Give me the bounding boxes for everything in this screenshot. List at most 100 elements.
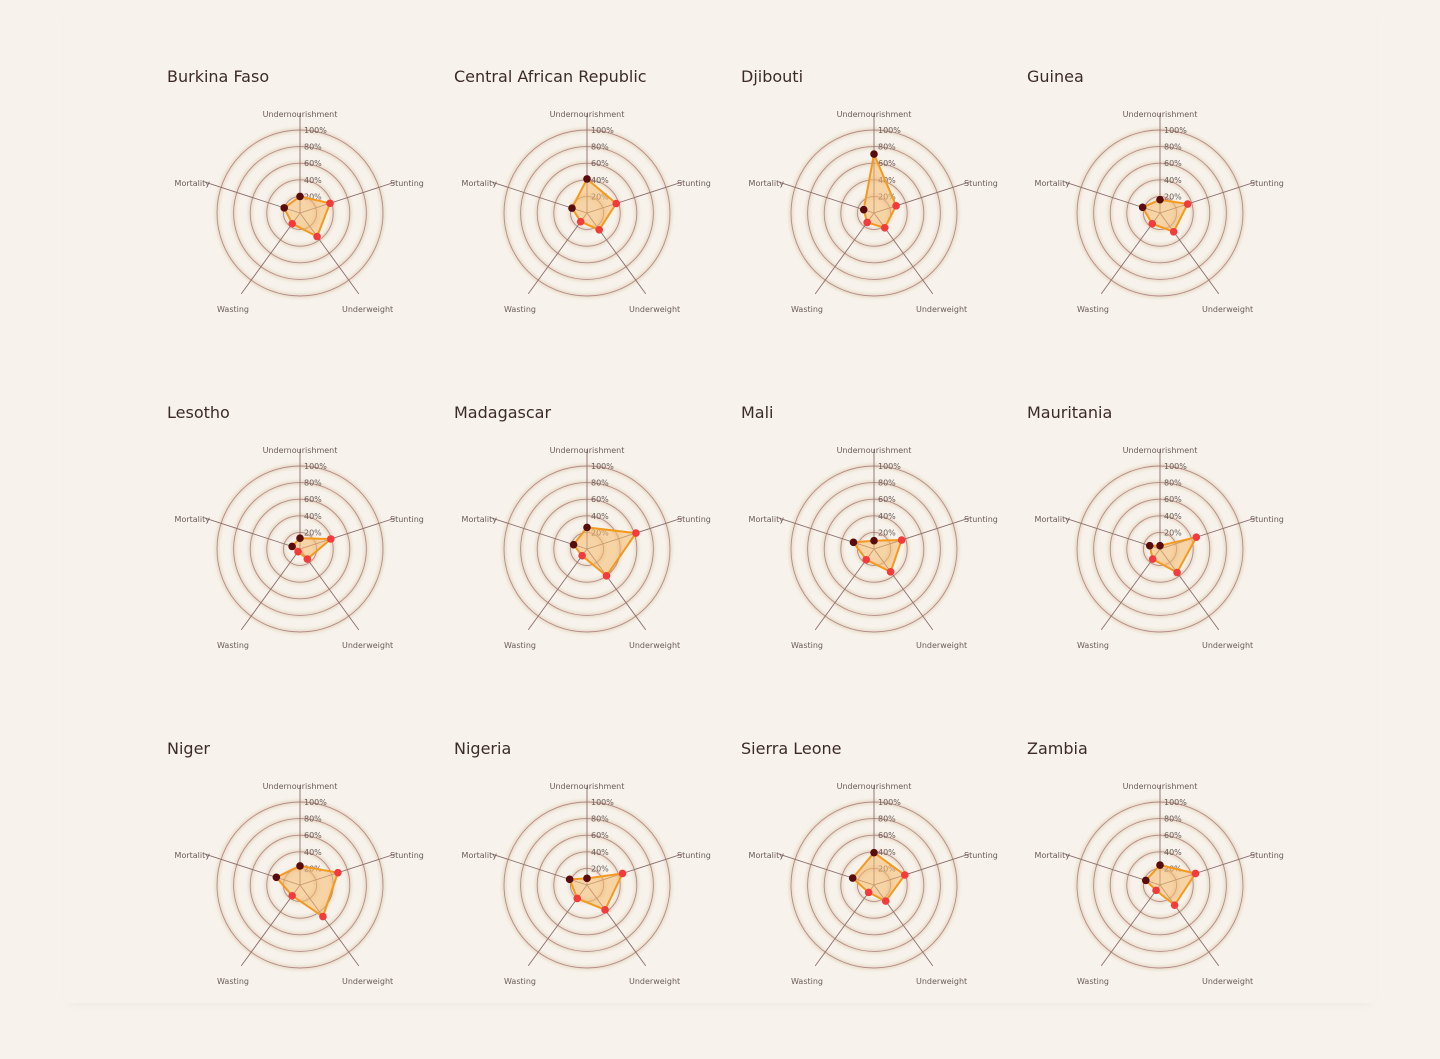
axis-label: Stunting bbox=[964, 179, 998, 188]
axis-label: Underweight bbox=[629, 977, 680, 986]
data-point-undernourishment bbox=[296, 862, 304, 870]
data-point-undernourishment bbox=[296, 534, 304, 543]
tick-label: 60% bbox=[304, 495, 322, 504]
tick-label: 100% bbox=[1164, 126, 1187, 135]
tick-label: 40% bbox=[878, 512, 896, 521]
tick-label: 80% bbox=[1164, 479, 1182, 488]
axis-spoke bbox=[204, 517, 301, 550]
axis-label: Mortality bbox=[175, 179, 211, 188]
data-point-wasting bbox=[288, 891, 296, 900]
tick-label: 80% bbox=[1164, 815, 1182, 824]
data-point-mortality bbox=[288, 542, 296, 551]
tick-label: 60% bbox=[1164, 831, 1182, 840]
axis-label: Underweight bbox=[916, 641, 967, 650]
axis-label: Wasting bbox=[217, 305, 249, 314]
tick-label: 80% bbox=[591, 815, 609, 824]
radar-chart-lesotho: Lesotho Undernourishment Stunting Underweig… bbox=[167, 403, 447, 723]
axis-label: Undernourishment bbox=[550, 446, 625, 455]
axis-label: Undernourishment bbox=[263, 782, 338, 791]
axis-spoke bbox=[778, 181, 875, 214]
chart-title: Madagascar bbox=[454, 403, 552, 422]
data-point-wasting bbox=[1148, 219, 1156, 228]
data-polygon bbox=[571, 178, 618, 231]
data-point-underweight bbox=[601, 906, 609, 914]
radar-chart-guinea: Guinea Undernourishment Stunting Underweigh… bbox=[1027, 67, 1307, 387]
axis-label: Wasting bbox=[504, 305, 536, 314]
tick-label: 80% bbox=[304, 815, 322, 824]
radar-svg: Undernourishment Stunting Underweight Wasti… bbox=[175, 782, 424, 986]
data-polygon bbox=[851, 851, 906, 903]
data-point-underweight bbox=[319, 912, 327, 921]
axis-label: Undernourishment bbox=[1123, 782, 1198, 791]
axis-label: Stunting bbox=[677, 851, 711, 860]
axis-label: Stunting bbox=[677, 515, 711, 524]
radar-chart-mali: Mali Undernourishment Stunting Underweight W… bbox=[741, 403, 1021, 723]
axis-label: Mortality bbox=[1035, 179, 1071, 188]
data-point-stunting bbox=[334, 868, 342, 877]
tick-label: 20% bbox=[591, 864, 609, 873]
data-point-underweight bbox=[313, 232, 321, 241]
data-point-undernourishment bbox=[870, 150, 878, 158]
data-point-mortality bbox=[565, 875, 574, 884]
tick-label: 60% bbox=[304, 159, 322, 168]
axis-label: Mortality bbox=[175, 515, 211, 524]
axis-spoke bbox=[1100, 884, 1161, 967]
axis-label: Stunting bbox=[964, 851, 998, 860]
axis-label: Wasting bbox=[504, 977, 536, 986]
data-point-mortality bbox=[848, 874, 857, 882]
data-point-stunting bbox=[1183, 200, 1192, 208]
tick-label: 60% bbox=[304, 831, 322, 840]
axis-label: Stunting bbox=[1250, 851, 1284, 860]
data-point-wasting bbox=[1152, 886, 1160, 895]
axis-label: Mortality bbox=[1035, 851, 1071, 860]
tick-label: 20% bbox=[878, 528, 896, 537]
tick-label: 80% bbox=[878, 479, 896, 488]
axis-label: Wasting bbox=[1077, 305, 1109, 314]
radar-svg: Undernourishment Stunting Underweight Wasti… bbox=[462, 446, 711, 650]
tick-label: 60% bbox=[878, 159, 896, 168]
radar-svg: Undernourishment Stunting Underweight Wasti… bbox=[749, 782, 998, 986]
data-point-stunting bbox=[1191, 869, 1200, 878]
tick-label: 60% bbox=[591, 495, 609, 504]
axis-label: Mortality bbox=[1035, 515, 1071, 524]
data-point-underweight bbox=[595, 225, 603, 234]
axis-label: Wasting bbox=[1077, 641, 1109, 650]
tick-label: 60% bbox=[878, 831, 896, 840]
tick-label: 40% bbox=[1164, 512, 1182, 521]
tick-label: 80% bbox=[591, 479, 609, 488]
data-polygon bbox=[275, 864, 339, 918]
radar-chart-nigeria: Nigeria Undernourishment Stunting Underweig… bbox=[454, 739, 734, 1059]
tick-label: 40% bbox=[878, 848, 896, 857]
axis-spoke bbox=[299, 548, 360, 631]
tick-label: 80% bbox=[878, 815, 896, 824]
tick-label: 100% bbox=[878, 462, 901, 471]
axis-label: Undernourishment bbox=[550, 110, 625, 119]
axis-label: Mortality bbox=[462, 179, 498, 188]
tick-label: 100% bbox=[1164, 798, 1187, 807]
tick-label: 80% bbox=[304, 143, 322, 152]
data-point-underweight bbox=[880, 223, 889, 232]
data-point-underweight bbox=[1169, 228, 1178, 236]
tick-label: 20% bbox=[304, 528, 322, 537]
chart-title: Burkina Faso bbox=[167, 67, 270, 86]
axis-label: Mortality bbox=[175, 851, 211, 860]
tick-label: 60% bbox=[1164, 159, 1182, 168]
data-point-wasting bbox=[864, 888, 873, 897]
axis-label: Wasting bbox=[217, 977, 249, 986]
axis-label: Mortality bbox=[749, 179, 785, 188]
data-polygon bbox=[283, 195, 331, 238]
axis-spoke bbox=[1100, 548, 1161, 631]
data-point-wasting bbox=[862, 555, 870, 564]
axis-label: Undernourishment bbox=[837, 782, 912, 791]
data-point-mortality bbox=[1138, 203, 1147, 212]
axis-spoke bbox=[814, 212, 875, 295]
data-point-mortality bbox=[280, 204, 289, 212]
tick-label: 100% bbox=[1164, 462, 1187, 471]
tick-label: 40% bbox=[1164, 176, 1182, 185]
axis-spoke bbox=[527, 212, 588, 295]
tick-label: 60% bbox=[878, 495, 896, 504]
axis-label: Underweight bbox=[629, 641, 680, 650]
axis-label: Mortality bbox=[749, 851, 785, 860]
data-point-stunting bbox=[900, 871, 909, 879]
data-point-undernourishment bbox=[1156, 541, 1164, 550]
